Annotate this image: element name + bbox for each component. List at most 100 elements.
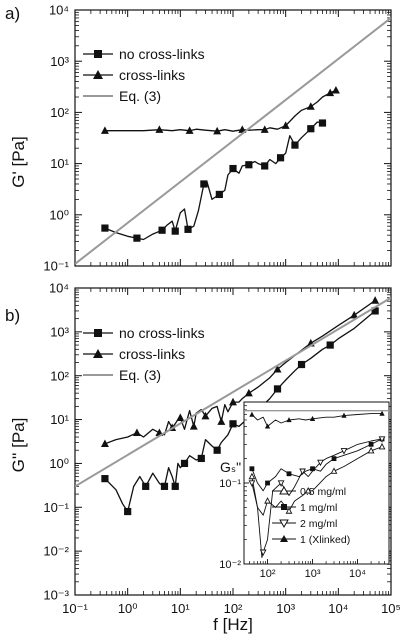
triangle-marker — [306, 102, 315, 110]
y-tick-label: 10² — [50, 105, 69, 120]
square-marker — [171, 482, 179, 490]
square-marker — [326, 341, 334, 349]
y-tick-label: 10³ — [50, 54, 69, 69]
triangle-marker — [100, 439, 109, 448]
square-marker — [200, 180, 208, 188]
x-tick-label: 10¹ — [171, 601, 190, 616]
panel-b-label: b) — [5, 306, 20, 325]
inset-legend-label-4: 1 (Xlinked) — [300, 534, 350, 546]
series-line — [104, 121, 323, 241]
square-marker — [133, 234, 141, 242]
legend-a-label-2: cross-links — [119, 67, 185, 83]
series-line — [251, 446, 383, 516]
triangle-marker — [100, 126, 109, 134]
y-tick-label: 10² — [50, 368, 69, 383]
inset-x-tick-label: 10⁴ — [349, 568, 366, 580]
inset-series — [244, 410, 389, 559]
legend-a-label-1: no cross-links — [119, 46, 205, 62]
triangle-marker — [350, 310, 359, 319]
reference-line — [75, 17, 391, 265]
square-marker — [371, 307, 379, 315]
triangle-marker — [244, 388, 253, 397]
triangle-marker — [273, 364, 282, 373]
triangle-marker — [185, 126, 194, 134]
inset-x-tick-label: 10³ — [305, 568, 321, 580]
legend-b-marker-triangle — [93, 349, 103, 358]
x-tick-label: 10⁵ — [381, 601, 401, 616]
square-marker — [101, 224, 109, 232]
open-triangle-up-marker — [304, 486, 312, 494]
triangle-marker — [176, 413, 185, 421]
triangle-marker — [341, 412, 347, 418]
series-line — [251, 438, 383, 492]
panel-a-label: a) — [5, 4, 20, 23]
open-triangle-down-marker — [277, 480, 285, 487]
triangle-marker — [229, 397, 237, 406]
triangle-marker — [189, 422, 198, 430]
square-marker — [160, 482, 169, 490]
panel-b-legend: no cross-links cross-links Eq. (3) — [83, 325, 205, 383]
open-triangle-up-marker — [248, 472, 256, 480]
inset-legend-label-1: 0.5 mg/ml — [300, 486, 346, 498]
inset-y-tick-label: 10⁻² — [219, 559, 241, 571]
x-tick-label: 10⁴ — [328, 601, 348, 616]
triangle-marker — [132, 428, 141, 437]
legend-a-marker-triangle — [93, 70, 103, 79]
open-triangle-down-marker — [378, 436, 386, 443]
triangle-marker — [331, 85, 340, 94]
triangle-marker — [201, 411, 210, 420]
panel-b-series — [75, 296, 391, 516]
triangle-marker — [379, 410, 385, 416]
square-marker — [101, 475, 109, 483]
open-triangle-down-marker — [340, 448, 348, 455]
triangle-marker — [213, 126, 222, 135]
square-marker — [276, 154, 285, 162]
open-triangle-up-marker — [264, 497, 271, 504]
square-marker — [261, 162, 269, 170]
square-marker — [171, 227, 179, 235]
square-marker — [310, 466, 315, 472]
legend-a-marker-square — [94, 50, 102, 58]
open-triangle-down-marker — [317, 459, 324, 467]
square-marker — [180, 459, 189, 468]
square-marker — [215, 190, 223, 199]
square-marker — [297, 360, 306, 369]
open-triangle-up-marker — [330, 467, 338, 474]
inset-y-tick-label: 10⁻¹ — [219, 478, 241, 490]
y-tick-label: 10¹ — [50, 412, 69, 427]
y-tick-label: 10¹ — [50, 156, 69, 171]
legend-a-label-3: Eq. (3) — [119, 88, 161, 104]
legend-b-label-3: Eq. (3) — [119, 367, 161, 383]
y-tick-label: 10⁴ — [49, 281, 69, 296]
inset-legend-marker-open-down — [279, 519, 289, 529]
triangle-marker — [281, 121, 290, 129]
inset-ylabel: Gₛ" — [220, 459, 241, 475]
triangle-marker — [217, 417, 226, 425]
y-tick-label: 10⁰ — [49, 207, 69, 222]
square-marker — [318, 119, 327, 127]
open-triangle-up-marker — [285, 507, 293, 514]
square-marker — [158, 226, 166, 234]
triangle-marker — [155, 125, 164, 133]
triangle-marker — [286, 417, 292, 423]
y-tick-label: 10⁻¹ — [43, 259, 69, 274]
square-marker — [229, 164, 237, 173]
legend-b-label-2: cross-links — [119, 346, 185, 362]
inset-x-tick-label: 10² — [260, 568, 276, 580]
panel-a-axes: 10⁻¹ 10⁰ 10¹ 10² 10³ 10⁴ — [43, 3, 392, 274]
triangle-marker — [264, 423, 271, 429]
inset-legend-marker-open-up — [279, 485, 289, 495]
square-marker — [249, 466, 255, 472]
square-marker — [229, 420, 237, 428]
square-marker — [213, 446, 221, 454]
square-marker — [265, 480, 270, 486]
panel-b-axes: 10⁻¹ 10⁰ 10¹ 10² 10³ 10⁴ 10⁵ 10⁻³ 10⁻² 10⁻¹ 10⁰ 10¹… — [43, 281, 401, 616]
panel-a-ylabel: G' [Pa] — [9, 136, 28, 187]
open-triangle-down-marker — [259, 549, 267, 557]
series-line — [251, 413, 382, 427]
x-tick-label: 10⁰ — [118, 601, 138, 616]
square-marker — [286, 471, 292, 477]
inset-legend-marker-filled-triangle — [280, 535, 288, 542]
